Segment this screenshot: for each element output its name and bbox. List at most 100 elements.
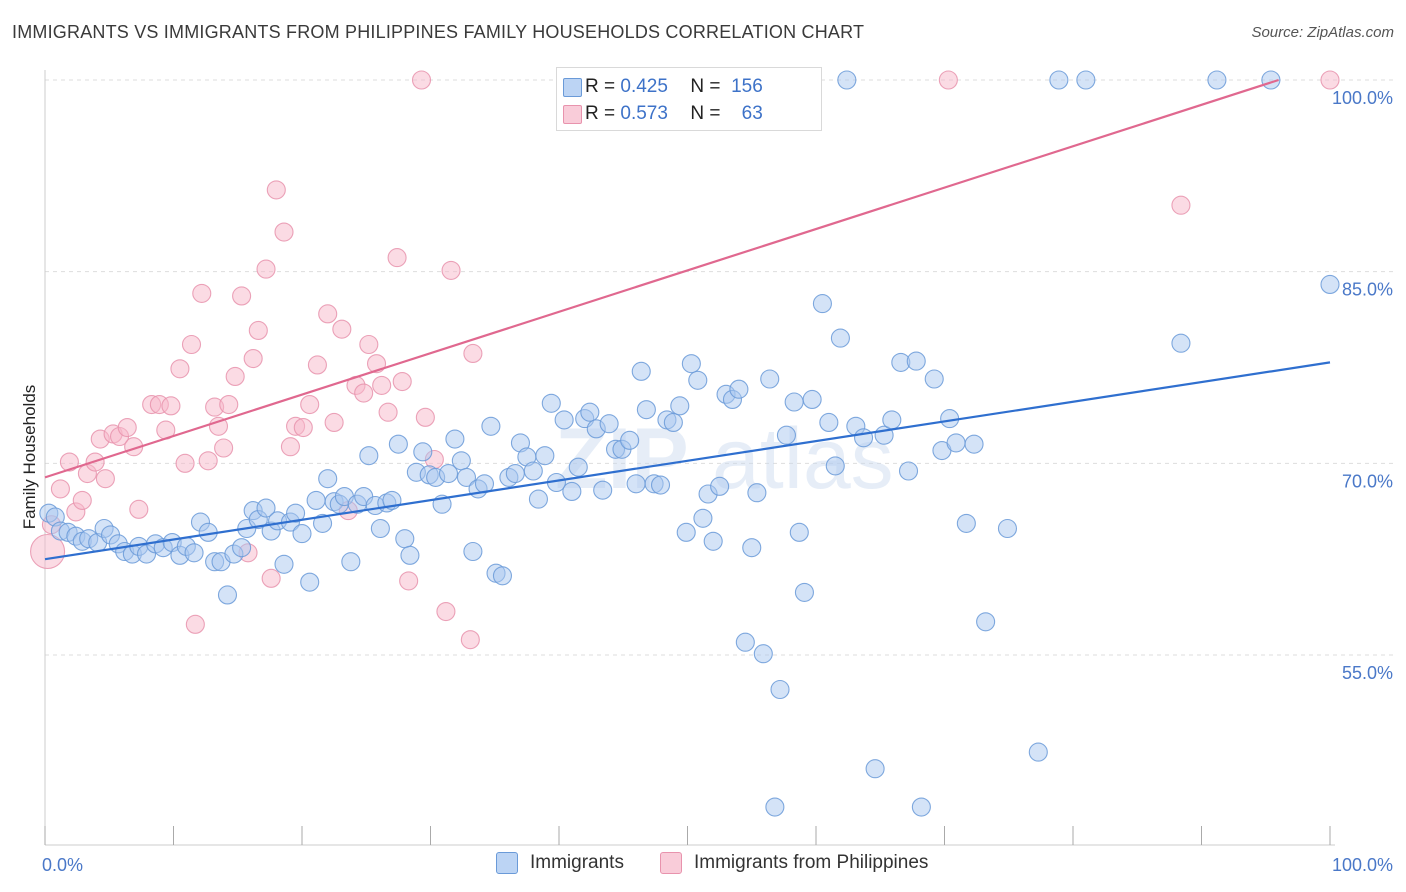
axis-labels: 55.0% 70.0% 85.0% 100.0% 0.0% 100.0% Family Ho… <box>20 88 1393 875</box>
data-point <box>794 582 814 602</box>
data-point <box>753 644 773 664</box>
series-immigrants <box>39 70 1340 817</box>
data-point <box>243 349 263 369</box>
data-point <box>710 476 730 496</box>
data-point <box>192 283 212 303</box>
data-point <box>819 412 839 432</box>
watermark-atlas: atlas <box>712 411 894 507</box>
data-point <box>481 416 501 436</box>
x-tick-label-start: 0.0% <box>42 855 83 875</box>
data-point <box>765 797 785 817</box>
axes <box>44 70 1335 846</box>
data-point <box>1028 742 1048 762</box>
data-point <box>837 70 857 90</box>
data-point <box>1049 70 1069 90</box>
data-point <box>175 453 195 473</box>
data-point <box>747 483 767 503</box>
data-point <box>332 319 352 339</box>
data-point <box>232 286 252 306</box>
data-point <box>95 469 115 489</box>
data-point <box>1320 70 1340 90</box>
data-point <box>214 438 234 458</box>
n-value: 156 <box>731 76 763 97</box>
data-point <box>812 294 832 314</box>
data-point <box>208 416 229 436</box>
data-point <box>802 389 822 409</box>
data-point <box>293 418 313 438</box>
legend-swatch-immigrants <box>496 852 518 874</box>
data-point <box>830 328 850 348</box>
data-point <box>225 366 245 386</box>
data-point <box>313 513 333 533</box>
data-point <box>688 370 708 390</box>
data-point <box>853 428 874 448</box>
data-point <box>626 474 646 494</box>
stats-legend: R = 0.425 N = 156 R = 0.573 N = 63 <box>556 67 822 131</box>
legend-item-immigrants: Immigrants <box>496 852 624 874</box>
data-point <box>413 442 433 462</box>
data-point <box>59 452 79 472</box>
data-point <box>392 372 412 392</box>
data-point <box>441 260 461 280</box>
data-point <box>456 467 477 487</box>
chart-title: IMMIGRANTS VS IMMIGRANTS FROM PHILIPPINE… <box>12 22 865 42</box>
data-point <box>636 400 656 420</box>
data-point <box>776 425 796 445</box>
r-value: 0.425 <box>620 76 668 97</box>
data-point <box>415 407 435 427</box>
series-legend: Immigrants Immigrants from Philippines <box>0 852 1406 878</box>
legend-swatch-philippines <box>660 852 682 874</box>
data-point <box>703 531 723 551</box>
data-point <box>399 571 419 591</box>
data-point <box>693 508 713 528</box>
legend-label-immigrants: Immigrants <box>530 852 624 873</box>
data-point <box>256 259 276 279</box>
data-point <box>274 222 294 242</box>
data-point <box>372 375 392 395</box>
data-point <box>274 554 294 574</box>
data-point <box>492 566 513 586</box>
data-point <box>460 630 480 650</box>
data-point <box>307 355 327 375</box>
data-point <box>72 490 92 510</box>
data-point <box>742 538 762 558</box>
data-point <box>911 797 931 817</box>
r-label: R = <box>585 76 616 97</box>
n-label: N = <box>690 103 721 124</box>
data-point <box>535 446 555 466</box>
data-point <box>770 679 790 700</box>
data-point <box>438 464 459 484</box>
data-point <box>378 402 398 422</box>
data-point <box>318 469 338 489</box>
data-point <box>266 180 286 200</box>
data-point <box>359 446 379 466</box>
data-point <box>924 369 944 389</box>
data-point <box>395 529 415 549</box>
data-point <box>956 513 976 533</box>
data-point <box>568 457 588 477</box>
data-point <box>681 354 701 374</box>
y-tick-label: 70.0% <box>1342 471 1393 491</box>
data-point <box>729 379 749 399</box>
data-point <box>631 361 651 381</box>
legend-swatch-philippines <box>563 105 582 124</box>
grid-lines <box>45 79 1395 656</box>
data-point <box>976 612 996 632</box>
data-point <box>248 320 268 340</box>
data-point <box>898 461 919 481</box>
data-point <box>650 475 671 495</box>
data-point <box>232 538 252 558</box>
data-point <box>523 461 543 481</box>
data-point <box>324 412 344 432</box>
data-point <box>387 248 407 268</box>
data-point <box>528 489 548 509</box>
source-credit: Source: ZipAtlas.com <box>1251 24 1394 41</box>
data-point <box>1171 195 1191 215</box>
data-point <box>117 418 137 438</box>
legend-item-philippines: Immigrants from Philippines <box>660 852 928 874</box>
trend-line-immigrants <box>44 361 1331 561</box>
data-point <box>185 614 205 634</box>
data-point <box>370 518 390 539</box>
data-point <box>1171 333 1191 353</box>
